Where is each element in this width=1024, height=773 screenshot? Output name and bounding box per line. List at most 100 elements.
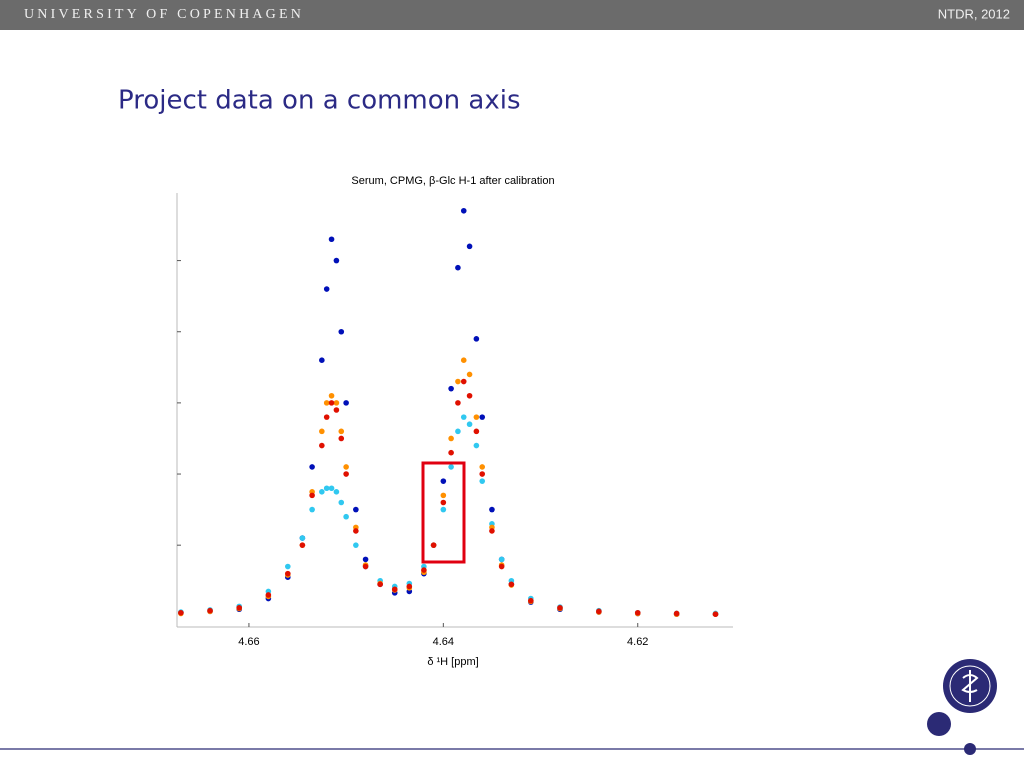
highlight-box [421,461,466,564]
point [448,435,454,442]
point [309,506,315,513]
point [353,506,359,513]
point [466,371,473,378]
point [343,400,349,406]
point [328,236,335,243]
point [236,604,243,611]
point [440,499,447,506]
point [328,392,335,399]
point [489,506,495,513]
point [328,485,335,492]
point [377,581,383,588]
point [673,610,680,617]
point [466,243,473,250]
decor-dot [964,743,976,755]
point [299,535,306,541]
point [323,485,330,492]
point [455,378,461,385]
point [479,464,486,470]
point [440,478,447,484]
point [712,611,719,617]
point [448,449,454,456]
logo-ring [949,665,991,707]
x-axis-label: δ ¹H [ppm] [427,656,478,668]
point [440,506,447,513]
x-tick-label: 4.66 [238,636,259,648]
point [362,563,369,570]
point [455,264,461,271]
logo [943,659,997,713]
point [353,542,359,548]
point [338,499,345,506]
point [448,464,454,470]
point [473,414,480,420]
point [265,592,272,598]
point [309,492,315,499]
point [479,471,486,477]
point [466,421,473,428]
point [285,570,291,577]
point [479,478,486,484]
point [391,586,398,593]
point [285,563,291,570]
institution: UNIVERSITY OF COPENHAGEN [24,7,304,22]
point [460,357,467,363]
point [498,563,505,570]
point [319,428,325,435]
point [466,392,473,399]
point [421,567,427,573]
point [333,257,340,264]
slide-title: Project data on a common axis [118,86,521,116]
point [333,407,340,413]
point [498,556,505,563]
point [338,428,345,435]
x-tick-label: 4.64 [433,636,454,648]
point [430,542,437,548]
point [299,542,306,548]
point [362,556,369,563]
point [343,471,349,477]
point [207,607,213,614]
point [319,357,325,363]
point [528,597,534,604]
event: NTDR, 2012 [938,6,1010,21]
point [319,442,325,449]
point [489,528,495,534]
point [343,513,349,520]
point [596,608,602,615]
point [455,428,461,435]
point [473,442,480,449]
point [557,604,563,611]
point [319,489,325,495]
point [333,400,340,406]
point [473,428,480,435]
point [333,489,340,495]
point [323,286,330,292]
point [440,492,447,499]
point [460,378,467,385]
point [460,207,467,214]
point [508,581,515,588]
point [455,400,461,406]
point [473,336,480,342]
chart-title: Serum, CPMG, β-Glc H-1 after calibration [351,175,554,187]
x-tick-label: 4.62 [627,636,648,648]
point [460,414,467,420]
point [323,400,330,406]
point [406,583,413,590]
point [448,385,454,392]
point [328,400,335,406]
point [309,464,315,470]
point [323,414,330,420]
point [338,328,345,335]
header-bar [0,0,1024,30]
point [178,609,184,616]
point [479,414,486,420]
point [343,464,349,470]
plot-area [178,207,719,617]
point [353,528,359,534]
point [634,609,641,616]
point [338,435,345,442]
